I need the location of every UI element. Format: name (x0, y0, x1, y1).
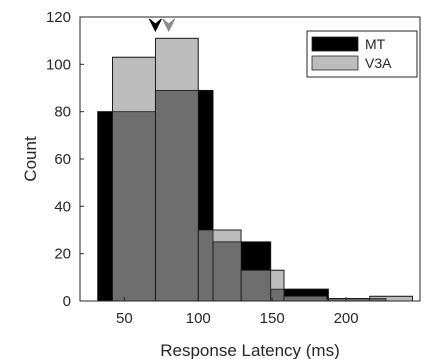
legend-label-v3a: V3A (365, 55, 392, 71)
bar-overlap-1 (155, 90, 199, 301)
legend-label-mt: MT (365, 36, 386, 52)
y-tick-label: 80 (54, 104, 71, 121)
y-tick-label: 60 (54, 151, 71, 168)
histogram-bars (97, 37, 414, 302)
x-tick-label: 200 (334, 310, 359, 327)
y-tick-label: 0 (63, 293, 71, 310)
x-tick-label: 100 (186, 310, 211, 327)
bar-overlap-9 (369, 298, 386, 301)
x-tick-label: 150 (260, 310, 285, 327)
bar-overlap-5 (270, 289, 284, 301)
bar-overlap-2 (198, 230, 214, 301)
y-axis-ticks: 0 20 40 60 80 100 120 (46, 9, 84, 310)
median-marker-mt (148, 18, 162, 33)
axes: 50 100 150 200 0 20 40 60 80 100 120 (46, 9, 421, 327)
y-tick-label: 120 (46, 9, 71, 26)
median-markers (148, 18, 176, 33)
legend: MT V3A (306, 30, 418, 78)
y-axis-label: Count (21, 136, 40, 182)
bar-overlap-7 (326, 298, 329, 301)
y-tick-label: 20 (54, 246, 71, 263)
legend-swatch-v3a (311, 55, 359, 71)
bar-overlap-3 (213, 241, 242, 301)
legend-swatch-mt (311, 36, 359, 52)
x-axis-label: Response Latency (ms) (160, 341, 340, 359)
bar-overlap-6 (284, 296, 327, 301)
x-tick-label: 50 (116, 310, 133, 327)
x-axis-ticks: 50 100 150 200 (116, 297, 359, 327)
bar-overlap-8 (328, 298, 370, 301)
bar-overlap-0 (112, 111, 156, 302)
y-tick-label: 100 (46, 56, 71, 73)
bar-overlap-4 (241, 270, 271, 301)
median-marker-v3a (162, 18, 176, 33)
y-tick-label: 40 (54, 198, 71, 215)
